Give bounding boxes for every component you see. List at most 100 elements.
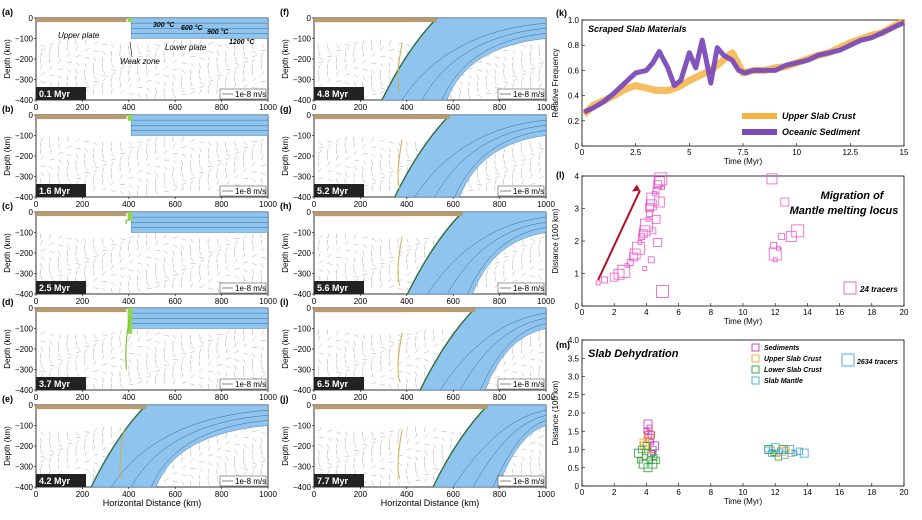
x-tick-label: 400: [400, 297, 414, 306]
panel-label: (m): [556, 340, 570, 350]
y-tick-label: 0: [29, 401, 34, 410]
legend-label: Oceanic Sediment: [782, 127, 861, 137]
time-label: 3.7 Myr: [39, 379, 71, 389]
velocity-scale-label: 1e-8 m/s: [513, 477, 544, 486]
panel-label: (f): [280, 7, 289, 17]
legend-label: Lower Slab Crust: [764, 367, 822, 374]
y-tick-label: 1.0: [568, 16, 580, 25]
y-tick-label: 0: [29, 14, 34, 23]
upper-plate: [36, 308, 126, 312]
x-tick-label: 1000: [537, 297, 555, 306]
y-tick-label: −100: [293, 229, 312, 238]
y-tick-label: −400: [293, 193, 312, 202]
y-tick-label: −300: [15, 270, 34, 279]
x-tick-label: 16: [835, 308, 844, 317]
x-tick-label: 10: [739, 488, 748, 497]
x-tick-label: 16: [835, 488, 844, 497]
tracer-legend-label: 2634 tracers: [856, 359, 898, 366]
y-tick-label: −400: [293, 96, 312, 105]
x-tick-label: 600: [169, 200, 183, 209]
upper-plate: [314, 18, 437, 22]
x-tick-label: 14: [803, 308, 812, 317]
time-label: 5.6 Myr: [317, 283, 349, 293]
time-label: 4.8 Myr: [317, 89, 349, 99]
y-axis-label: Depth (km): [3, 233, 12, 273]
upper-plate: [314, 405, 488, 409]
y-tick-label: −200: [15, 55, 34, 64]
lower-plate-label: Lower plate: [165, 43, 207, 52]
panel-title-line1: Migration of: [821, 190, 885, 202]
x-tick-label: 4: [644, 308, 649, 317]
y-tick-label: −100: [15, 325, 34, 334]
y-tick-label: 0.8: [568, 41, 580, 50]
y-axis-label: Depth (km): [281, 426, 290, 466]
y-tick-label: 0: [307, 401, 312, 410]
x-tick-label: 7.5: [737, 148, 749, 157]
y-tick-label: −100: [15, 229, 34, 238]
y-tick-label: −300: [15, 366, 34, 375]
x-tick-label: 200: [76, 297, 90, 306]
x-tick-label: 200: [354, 393, 368, 402]
y-tick-label: 3.0: [568, 373, 580, 382]
x-tick-label: 2: [612, 488, 617, 497]
x-tick-label: 0: [34, 393, 39, 402]
y-tick-label: 0: [307, 14, 312, 23]
x-tick-label: 400: [122, 103, 136, 112]
y-tick-label: 0: [29, 208, 34, 217]
velocity-scale-label: 1e-8 m/s: [235, 284, 266, 293]
panel-label: (j): [280, 394, 289, 404]
panel-label: (e): [2, 394, 13, 404]
x-tick-label: 8: [709, 308, 714, 317]
x-tick-label: 1000: [259, 297, 277, 306]
x-tick-label: 200: [354, 297, 368, 306]
panel-label: (k): [556, 8, 567, 18]
upper-plate: [314, 212, 462, 216]
x-tick-label: 1000: [537, 490, 555, 499]
y-tick-label: 0.5: [568, 464, 580, 473]
velocity-scale-label: 1e-8 m/s: [513, 284, 544, 293]
y-tick-label: −200: [15, 345, 34, 354]
panel-title: Scraped Slab Materials: [588, 24, 687, 34]
y-tick-label: 3.5: [568, 354, 580, 363]
y-tick-label: 2.5: [568, 391, 580, 400]
y-tick-label: 0: [29, 111, 34, 120]
x-tick-label: 0: [34, 103, 39, 112]
x-tick-label: 12.5: [843, 148, 859, 157]
upper-plate-label: Upper plate: [58, 31, 100, 40]
upper-plate: [314, 308, 475, 312]
x-tick-label: 2.5: [630, 148, 642, 157]
x-tick-label: 0: [580, 488, 585, 497]
x-axis-label: Horizontal Distance (km): [103, 498, 202, 508]
legend-label: Upper Slab Crust: [782, 111, 857, 121]
velocity-scale-label: 1e-8 m/s: [235, 90, 266, 99]
time-label: 7.7 Myr: [317, 476, 349, 486]
x-tick-label: 0: [312, 103, 317, 112]
y-tick-label: −300: [15, 173, 34, 182]
y-tick-label: 0: [307, 111, 312, 120]
x-tick-label: 0: [34, 297, 39, 306]
y-tick-label: 1: [575, 270, 580, 279]
x-tick-label: 200: [354, 200, 368, 209]
y-axis-label: Depth (km): [3, 426, 12, 466]
x-tick-label: 20: [900, 488, 909, 497]
x-tick-label: 600: [447, 297, 461, 306]
x-tick-label: 2: [612, 308, 617, 317]
y-tick-label: −300: [293, 463, 312, 472]
y-tick-label: −400: [293, 290, 312, 299]
y-axis-label: Depth (km): [281, 136, 290, 176]
x-tick-label: 800: [493, 490, 507, 499]
x-tick-label: 14: [803, 488, 812, 497]
x-tick-label: 600: [169, 297, 183, 306]
time-label: 4.2 Myr: [39, 476, 71, 486]
y-tick-label: −100: [15, 35, 34, 44]
y-tick-label: 0: [307, 208, 312, 217]
y-tick-label: −200: [15, 442, 34, 451]
y-tick-label: −300: [15, 463, 34, 472]
x-tick-label: 0: [580, 308, 585, 317]
y-tick-label: 0: [307, 304, 312, 313]
